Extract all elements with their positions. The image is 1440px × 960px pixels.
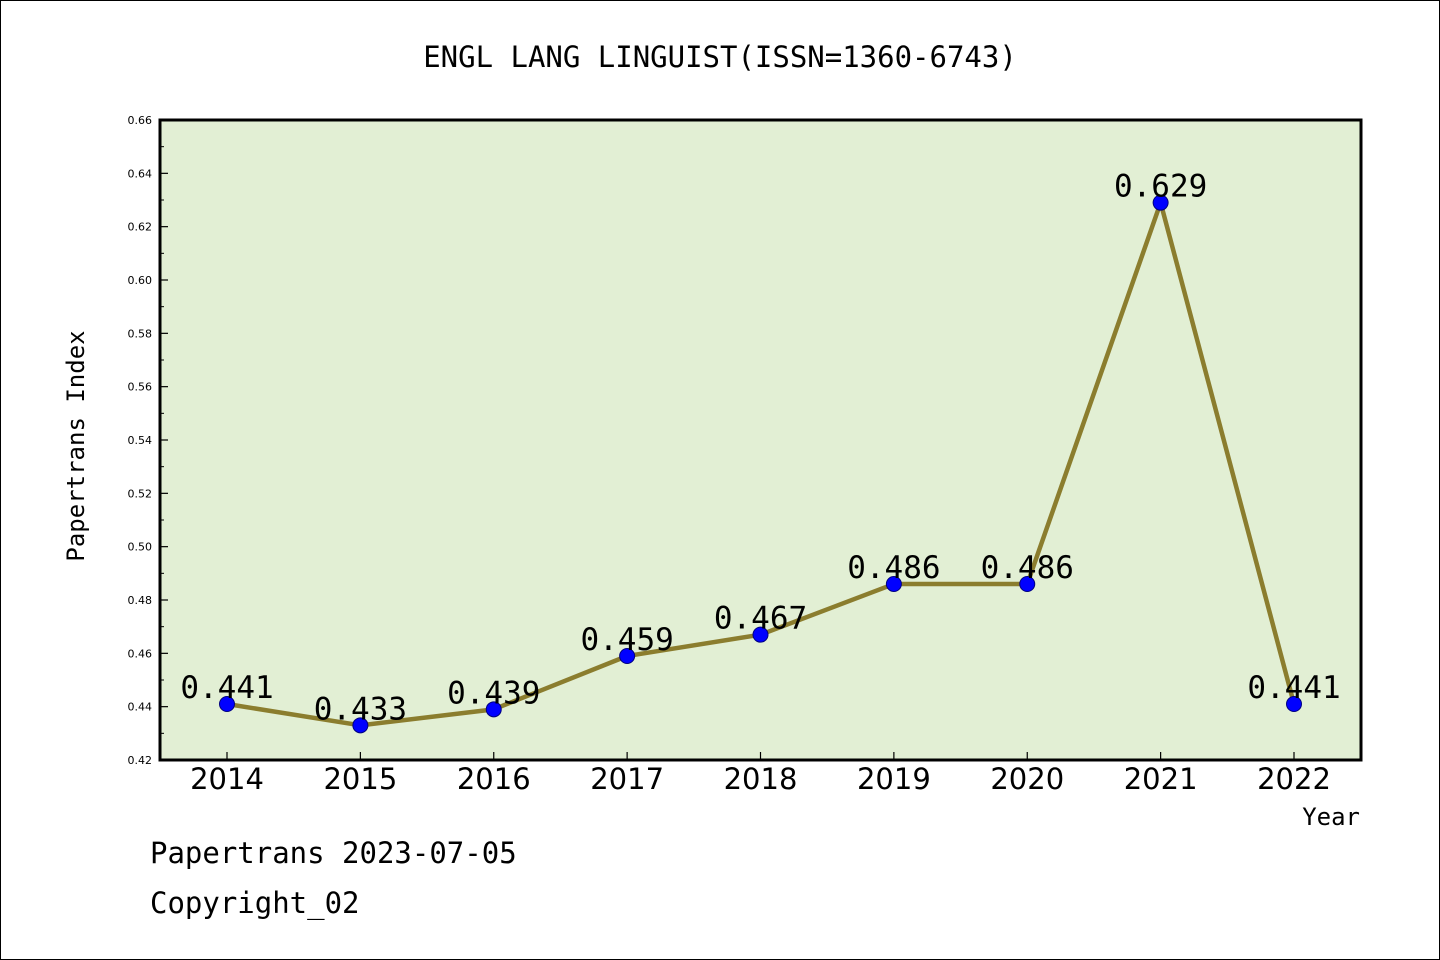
y-tick-label: 0.44	[128, 701, 153, 714]
x-tick-label: 2022	[1257, 762, 1331, 796]
plot-border	[158, 118, 1363, 762]
x-tick-label: 2016	[457, 762, 531, 796]
x-tick-label: 2015	[323, 762, 397, 796]
data-label: 0.439	[447, 675, 540, 711]
y-tick-label: 0.50	[128, 541, 153, 554]
data-label: 0.467	[714, 601, 807, 637]
x-tick-label: 2018	[724, 762, 798, 796]
data-label: 0.486	[847, 550, 940, 586]
data-point	[1152, 194, 1169, 211]
data-label: 0.459	[580, 622, 673, 658]
data-point	[352, 717, 369, 734]
data-point	[885, 576, 902, 592]
y-tick-label: 0.48	[128, 594, 153, 607]
data-label: 0.629	[1114, 169, 1207, 205]
y-axis-label: Papertrans Index	[62, 330, 90, 561]
x-tick-label: 2020	[990, 762, 1064, 796]
data-point	[619, 648, 636, 664]
data-point	[1286, 696, 1302, 712]
y-tick-label: 0.60	[128, 274, 153, 287]
plot-area	[160, 120, 1361, 760]
series-layer: 0.441 0.433 0.439 0.459 0.467 0.486 0.486 0.629…	[180, 169, 1341, 734]
data-point	[752, 626, 769, 643]
x-tick-label: 2014	[190, 762, 264, 796]
data-point	[219, 696, 235, 712]
x-tick-label: 2021	[1124, 762, 1198, 796]
data-label: 0.441	[1247, 670, 1340, 706]
x-axis-ticks: 2014 2015 2016 2017 2018 2019 2020 2021 2022	[190, 752, 1331, 796]
footer-copyright: Copyright_02	[150, 886, 360, 921]
data-label: 0.441	[180, 670, 273, 706]
y-tick-label: 0.66	[128, 114, 153, 127]
y-tick-label: 0.52	[128, 487, 153, 500]
x-axis-label: Year	[1302, 803, 1360, 831]
y-tick-label: 0.58	[128, 327, 153, 340]
data-point	[1019, 576, 1036, 592]
footer-date: Papertrans 2023-07-05	[150, 836, 517, 870]
data-label: 0.486	[981, 550, 1074, 586]
x-tick-label: 2019	[857, 762, 931, 796]
y-tick-label: 0.56	[128, 381, 153, 394]
data-point	[485, 701, 502, 718]
y-tick-label: 0.54	[128, 434, 153, 447]
chart-title: ENGL LANG LINGUIST(ISSN=1360-6743)	[423, 40, 1017, 74]
y-tick-label: 0.46	[128, 647, 153, 660]
y-tick-label: 0.42	[128, 754, 153, 767]
y-tick-label: 0.64	[128, 167, 153, 180]
x-tick-label: 2017	[590, 762, 664, 796]
data-label: 0.433	[314, 691, 407, 727]
y-tick-label: 0.62	[128, 221, 153, 234]
